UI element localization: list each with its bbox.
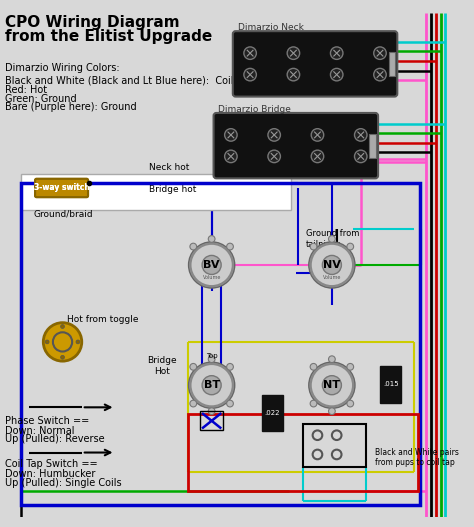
Text: Phase Switch ==: Phase Switch == — [5, 416, 89, 426]
Circle shape — [189, 242, 235, 288]
Text: 3-way switch: 3-way switch — [34, 183, 90, 192]
FancyBboxPatch shape — [233, 31, 397, 96]
Circle shape — [311, 244, 353, 286]
Circle shape — [43, 323, 82, 361]
Circle shape — [328, 236, 335, 242]
Text: from the Elitist Upgrade: from the Elitist Upgrade — [5, 30, 212, 44]
Text: Up (Pulled): Reverse: Up (Pulled): Reverse — [5, 434, 104, 444]
Text: BV: BV — [203, 260, 220, 270]
Text: NT: NT — [323, 380, 340, 390]
Circle shape — [347, 364, 354, 370]
Bar — [262, 395, 283, 432]
Circle shape — [208, 408, 215, 415]
Bar — [188, 414, 419, 491]
Text: Neck hot: Neck hot — [149, 163, 190, 172]
Circle shape — [45, 340, 49, 344]
Text: Bare (Purple here): Ground: Bare (Purple here): Ground — [5, 102, 137, 112]
Bar — [21, 183, 420, 505]
Circle shape — [227, 243, 233, 250]
Circle shape — [76, 340, 80, 344]
Text: Volume: Volume — [202, 275, 221, 280]
FancyBboxPatch shape — [35, 179, 88, 197]
FancyBboxPatch shape — [214, 113, 378, 178]
Circle shape — [191, 364, 233, 406]
Circle shape — [330, 69, 343, 81]
Circle shape — [189, 362, 235, 408]
Circle shape — [330, 47, 343, 60]
Text: Coil Tap Switch ==: Coil Tap Switch == — [5, 459, 98, 469]
Circle shape — [311, 364, 353, 406]
Circle shape — [202, 256, 221, 275]
Circle shape — [190, 400, 197, 407]
Text: Dimarzio Neck: Dimarzio Neck — [237, 23, 303, 32]
Circle shape — [287, 69, 300, 81]
Circle shape — [322, 256, 341, 275]
Text: .022: .022 — [264, 410, 280, 416]
Text: Bridge
Hot: Bridge Hot — [147, 356, 176, 376]
Circle shape — [190, 364, 197, 370]
Text: Black and White pairs
from pups to coil tap: Black and White pairs from pups to coil … — [375, 448, 459, 467]
Circle shape — [202, 376, 221, 395]
Text: Dimarzio Bridge: Dimarzio Bridge — [219, 105, 291, 114]
Circle shape — [208, 356, 215, 363]
Circle shape — [374, 69, 386, 81]
Text: Down: Normal: Down: Normal — [5, 426, 74, 436]
Text: Green: Ground: Green: Ground — [5, 94, 76, 104]
Circle shape — [208, 236, 215, 242]
Text: Red: Hot: Red: Hot — [5, 85, 47, 95]
Circle shape — [322, 376, 341, 395]
Circle shape — [310, 400, 317, 407]
Text: .015: .015 — [383, 381, 398, 387]
Circle shape — [268, 150, 281, 163]
Circle shape — [311, 129, 324, 141]
Circle shape — [355, 129, 367, 141]
Circle shape — [347, 243, 354, 250]
Circle shape — [61, 355, 64, 359]
Text: Volume: Volume — [323, 275, 341, 280]
Circle shape — [347, 400, 354, 407]
Text: Ground/braid: Ground/braid — [34, 209, 93, 218]
Circle shape — [374, 47, 386, 60]
Circle shape — [287, 47, 300, 60]
Circle shape — [311, 150, 324, 163]
Text: Bridge hot: Bridge hot — [149, 185, 197, 194]
Circle shape — [328, 356, 335, 363]
Text: Dimarzio Wiring Colors:: Dimarzio Wiring Colors: — [5, 63, 119, 73]
Text: Ground from
tailpiece: Ground from tailpiece — [306, 229, 359, 249]
Circle shape — [355, 150, 367, 163]
Bar — [389, 52, 395, 76]
Circle shape — [244, 69, 256, 81]
Circle shape — [309, 242, 355, 288]
Circle shape — [244, 47, 256, 60]
Circle shape — [191, 244, 233, 286]
Circle shape — [61, 325, 64, 328]
Bar — [303, 424, 365, 467]
Circle shape — [328, 408, 335, 415]
Bar — [21, 173, 291, 210]
Circle shape — [227, 364, 233, 370]
Text: BT: BT — [203, 380, 220, 390]
FancyBboxPatch shape — [35, 179, 88, 197]
Text: Top: Top — [206, 353, 218, 359]
Circle shape — [190, 243, 197, 250]
Circle shape — [268, 129, 281, 141]
Circle shape — [227, 400, 233, 407]
Circle shape — [225, 129, 237, 141]
Bar — [200, 411, 223, 431]
Text: Down: Humbucker: Down: Humbucker — [5, 469, 95, 479]
Circle shape — [309, 362, 355, 408]
Text: 3-way switch: 3-way switch — [34, 183, 90, 192]
Bar — [369, 134, 376, 158]
Text: CPO Wiring Diagram: CPO Wiring Diagram — [5, 15, 180, 30]
Text: Hot from toggle: Hot from toggle — [67, 315, 139, 324]
Circle shape — [225, 150, 237, 163]
Circle shape — [310, 243, 317, 250]
Text: NV: NV — [323, 260, 341, 270]
Bar — [380, 366, 401, 403]
Circle shape — [310, 364, 317, 370]
Text: Black and White (Black and Lt Blue here):  Coil wires: Black and White (Black and Lt Blue here)… — [5, 75, 262, 85]
Text: Up (Pulled): Single Coils: Up (Pulled): Single Coils — [5, 477, 121, 487]
